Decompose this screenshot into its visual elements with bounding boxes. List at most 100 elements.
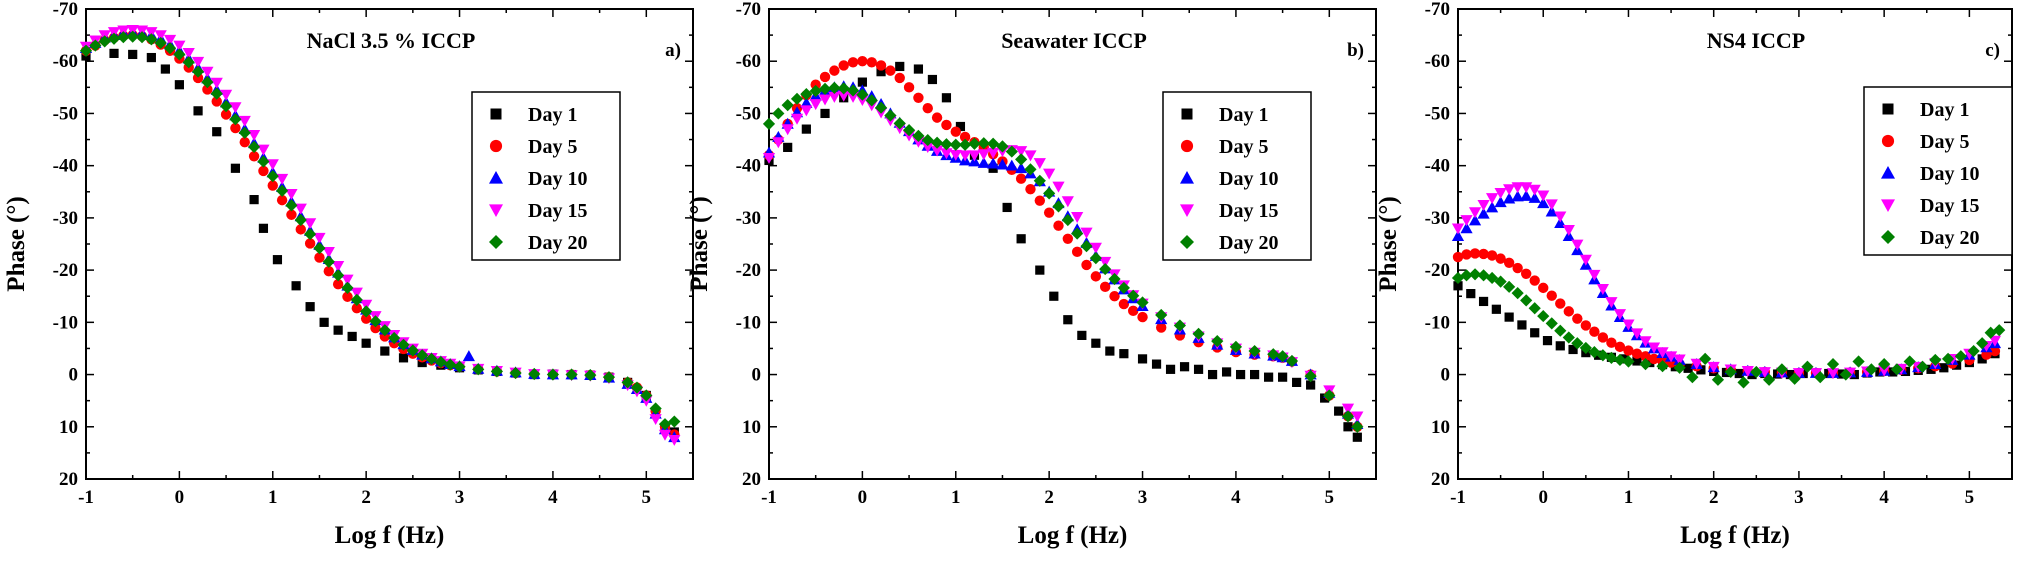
data-point: [1156, 322, 1167, 333]
data-point: [927, 74, 938, 85]
data-point: [640, 389, 653, 402]
data-point: [649, 414, 662, 426]
data-point: [1193, 364, 1204, 374]
data-point: [1622, 355, 1635, 368]
data-point: [1494, 275, 1507, 288]
data-point: [220, 109, 232, 120]
data-point: [1656, 360, 1669, 373]
data-point: [444, 358, 457, 371]
data-point: [783, 142, 793, 152]
data-point: [1494, 196, 1507, 208]
data-point: [1762, 373, 1776, 386]
data-point: [370, 322, 381, 334]
data-point: [1758, 367, 1771, 379]
data-point: [941, 93, 952, 103]
data-point: [238, 126, 251, 139]
data-point: [201, 66, 214, 78]
data-point: [1137, 354, 1148, 364]
data-point: [1503, 184, 1516, 196]
data-point: [940, 138, 953, 151]
data-point: [360, 299, 373, 311]
data-point: [1052, 181, 1065, 193]
y-axis-title: Phase (°): [3, 196, 30, 291]
data-point: [416, 349, 429, 362]
data-point: [509, 366, 522, 380]
data-point: [1117, 281, 1130, 294]
x-axis-title: Log f (Hz): [1018, 522, 1128, 549]
data-point: [912, 129, 925, 142]
data-point: [1343, 422, 1353, 432]
y-tick-label: -10: [53, 312, 78, 333]
legend: Day 1 Day 5 Day 10 Day 15 Day 20: [1863, 86, 2013, 256]
y-tick-label: 20: [59, 469, 78, 490]
data-point: [107, 27, 121, 39]
legend-label: Day 15: [1920, 195, 1979, 217]
data-point: [820, 108, 830, 119]
data-point: [1466, 289, 1476, 299]
data-point: [621, 376, 634, 389]
data-point: [397, 338, 410, 351]
data-point: [1737, 376, 1750, 389]
data-point: [1468, 207, 1482, 219]
data-point: [313, 232, 326, 244]
data-point: [1089, 242, 1102, 254]
data-point: [1517, 320, 1527, 330]
data-point: [658, 429, 672, 441]
data-point: [668, 415, 681, 428]
data-point: [238, 115, 251, 127]
data-point: [1916, 360, 1929, 373]
data-point: [968, 137, 981, 150]
panel-tag: a): [665, 40, 681, 61]
x-tick-label: 5: [1965, 487, 1975, 508]
data-point: [1562, 331, 1575, 344]
legend-label: Day 1: [1920, 99, 1969, 121]
data-point: [565, 368, 578, 381]
y-tick-label: -40: [736, 156, 761, 177]
data-point: [1988, 335, 2002, 347]
data-point: [154, 30, 167, 42]
data-point: [876, 67, 886, 77]
data-point: [182, 56, 195, 69]
data-point: [1954, 350, 1967, 363]
data-point: [847, 57, 859, 68]
data-point: [266, 170, 279, 183]
y-tick-label: -50: [1425, 103, 1450, 124]
data-point: [1304, 370, 1317, 383]
data-point: [304, 218, 317, 230]
data-point: [959, 131, 971, 143]
legend-label: Day 20: [1219, 232, 1278, 254]
data-point: [1052, 200, 1065, 213]
data-point: [201, 76, 214, 89]
data-point: [1494, 187, 1507, 199]
data-point: [819, 71, 831, 83]
data-point: [1579, 341, 1592, 355]
data-point: [1545, 317, 1558, 330]
data-point: [1529, 275, 1540, 286]
data-point: [857, 77, 867, 87]
data-point: [1099, 281, 1111, 293]
data-point: [1686, 371, 1699, 384]
data-point: [1724, 365, 1737, 379]
data-point: [462, 350, 475, 362]
data-point: [1034, 195, 1046, 206]
data-point: [781, 98, 794, 112]
data-point: [1351, 411, 1364, 423]
data-point: [800, 105, 813, 117]
data-point: [818, 94, 832, 106]
data-point: [1673, 354, 1686, 366]
data-point: [1451, 271, 1465, 285]
legend-marker: [489, 235, 503, 249]
data-point: [258, 165, 269, 177]
data-point: [1306, 380, 1316, 390]
x-tick-label: 4: [1879, 487, 1889, 508]
data-point: [1015, 153, 1028, 166]
data-point: [192, 72, 204, 84]
data-point: [380, 346, 390, 356]
data-point: [829, 65, 840, 76]
data-point: [1545, 205, 1558, 217]
data-point: [257, 155, 270, 168]
data-point: [1580, 320, 1592, 331]
data-point: [658, 418, 672, 431]
data-point: [1520, 268, 1532, 279]
x-tick-label: 1: [268, 487, 278, 508]
